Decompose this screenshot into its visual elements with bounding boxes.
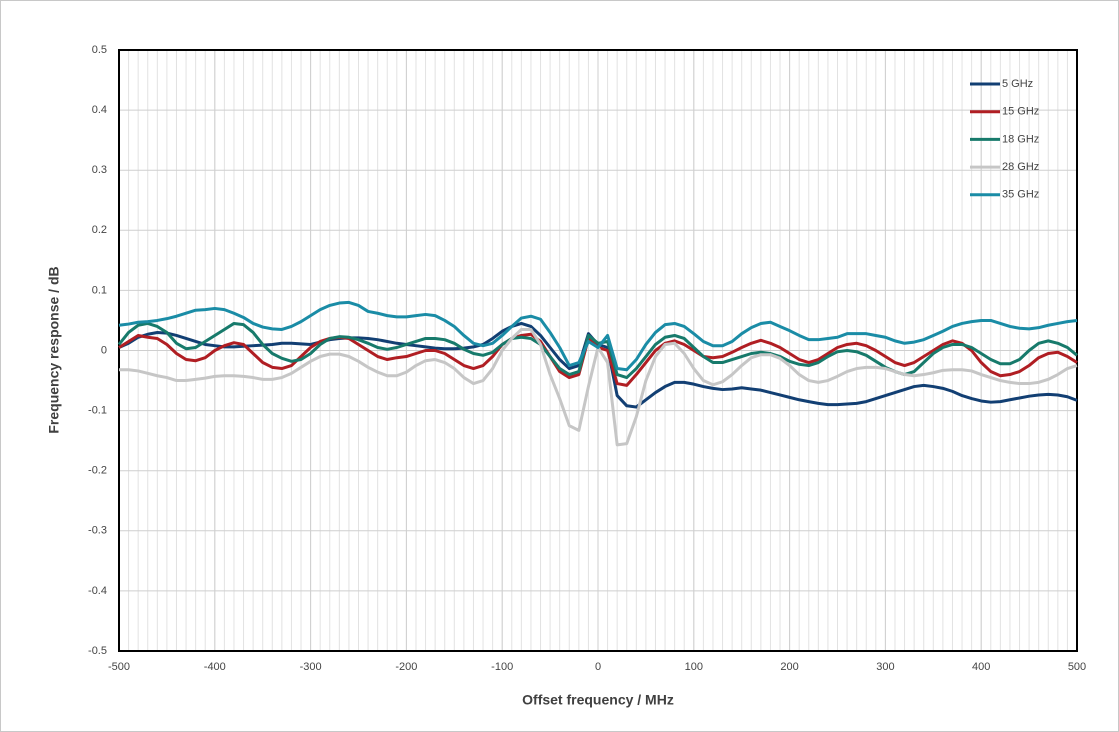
x-tick-label: -400 <box>204 661 226 673</box>
legend-label: 18 GHz <box>1002 133 1039 145</box>
legend-label: 5 GHz <box>1002 78 1033 90</box>
y-tick-label: -0.1 <box>88 405 107 417</box>
x-tick-label: -500 <box>108 661 130 673</box>
y-tick-label: -0.4 <box>88 585 107 597</box>
y-axis-title: Frequency response / dB <box>46 266 62 433</box>
legend-label: 28 GHz <box>1002 161 1039 173</box>
y-tick-label: -0.3 <box>88 525 107 537</box>
y-tick-label: -0.5 <box>88 645 107 657</box>
y-tick-label: 0.5 <box>92 44 107 56</box>
y-tick-label: 0 <box>101 344 107 356</box>
y-tick-label: 0.1 <box>92 284 107 296</box>
x-tick-label: -200 <box>395 661 417 673</box>
x-tick-label: 400 <box>972 661 990 673</box>
legend-label: 35 GHz <box>1002 189 1039 201</box>
x-tick-label: -300 <box>300 661 322 673</box>
series-line <box>118 300 1078 372</box>
x-tick-label: 100 <box>685 661 703 673</box>
x-tick-label: 300 <box>876 661 894 673</box>
legend-label: 15 GHz <box>1002 106 1039 118</box>
y-tick-label: 0.4 <box>92 104 107 116</box>
plot-border <box>118 49 1078 652</box>
y-tick-label: 0.3 <box>92 164 107 176</box>
x-tick-label: 200 <box>780 661 798 673</box>
x-axis-title: Offset frequency / MHz <box>522 692 674 708</box>
x-tick-label: -100 <box>491 661 513 673</box>
y-tick-label: -0.2 <box>88 465 107 477</box>
series-line <box>117 321 1078 380</box>
x-tick-label: 0 <box>595 661 601 673</box>
x-tick-label: 500 <box>1068 661 1086 673</box>
y-tick-label: 0.2 <box>92 224 107 236</box>
